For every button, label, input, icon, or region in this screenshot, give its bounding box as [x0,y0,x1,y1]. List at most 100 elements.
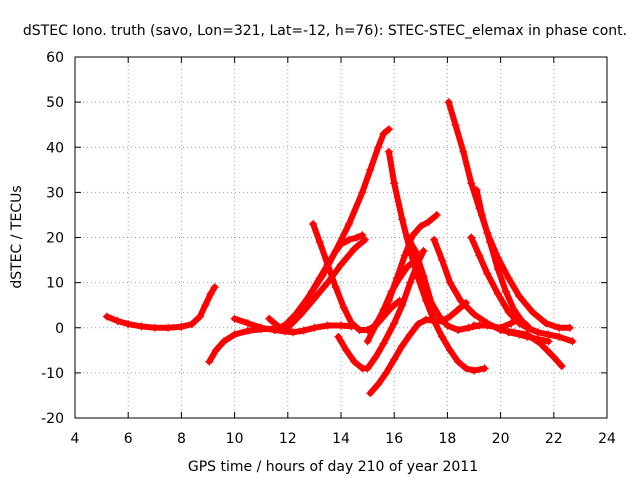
data-point [374,380,383,389]
data-point [382,368,391,377]
data-point [483,269,492,278]
series-line [335,248,427,372]
x-tick-label: 20 [492,431,510,447]
data-point [403,262,412,271]
data-point [363,364,372,373]
data-point [444,98,453,107]
data-point [523,332,532,341]
y-tick-label: 20 [46,231,64,247]
y-tick-label: 30 [46,185,64,201]
series-15 [444,98,574,332]
data-point [454,326,463,335]
data-point [390,179,399,188]
data-point [454,357,463,366]
data-point [310,323,319,332]
series-line [206,325,291,365]
data-point [337,260,345,269]
x-tick-label: 12 [279,431,297,447]
data-point [507,319,516,328]
data-point [533,335,542,344]
series-8 [334,247,428,373]
series-6 [283,235,369,332]
data-point [366,165,375,174]
data-point [270,326,279,335]
data-point [501,287,510,296]
data-point [462,364,471,373]
data-point [467,233,476,242]
y-tick-label: 0 [55,321,64,337]
data-point [504,328,513,337]
x-tick-label: 14 [332,431,350,447]
data-point [414,320,423,329]
data-point [422,315,431,324]
data-point [408,231,417,240]
data-point [403,233,412,242]
data-point [446,346,455,355]
y-tick-label: -10 [41,366,64,382]
data-point [257,323,266,332]
data-point [390,355,399,364]
data-point [331,283,340,292]
data-point [289,328,298,337]
data-point [379,339,388,348]
data-point [384,147,393,156]
data-point [309,219,318,228]
chart-title: dSTEC Iono. truth (savo, Lon=321, Lat=-1… [23,23,627,39]
y-tick-label: 10 [46,276,64,292]
data-point [219,337,228,346]
data-point [344,235,353,244]
data-point [310,294,319,303]
data-point [392,274,401,283]
data-point [205,357,214,366]
data-point [368,323,377,332]
series-18 [470,314,532,332]
data-point [430,235,439,244]
data-point [533,328,542,337]
data-point [568,337,577,346]
x-tick-label: 8 [177,431,186,447]
data-point [371,353,380,362]
data-point [374,143,383,152]
y-axis-label: dSTEC / TECUs [9,185,25,288]
data-point [323,321,332,330]
series-3 [230,314,356,337]
data-point [398,215,407,224]
data-point [509,305,518,314]
data-point [438,332,447,341]
series-line [473,187,531,331]
series-5 [278,125,393,332]
data-point [331,247,340,256]
data-point [243,319,252,328]
data-point [446,278,455,287]
data-point [477,210,486,219]
data-point [344,219,353,228]
data-point [467,179,476,188]
data-point [360,235,369,244]
data-point [414,274,423,283]
data-point [243,326,252,335]
data-point [496,323,505,332]
data-point [323,260,332,269]
data-point [483,321,492,330]
data-point [493,265,502,274]
data-point [323,278,332,287]
data-point [504,307,513,316]
series-1 [102,283,219,332]
data-point [283,323,292,332]
series-line [279,126,392,331]
data-point [419,247,428,256]
y-tick-label: -20 [41,411,64,427]
data-point [454,305,463,314]
data-point [318,271,327,280]
data-point [297,310,306,319]
x-axis-label: GPS time / hours of day 210 of year 2011 [188,459,478,475]
data-point [188,320,197,329]
x-tick-label: 6 [124,431,133,447]
data-point [352,233,361,242]
data-point [334,332,343,341]
data-point [480,364,489,373]
x-tick-label: 16 [385,431,403,447]
data-point [196,312,205,321]
data-point [398,301,407,310]
data-point [164,323,173,332]
